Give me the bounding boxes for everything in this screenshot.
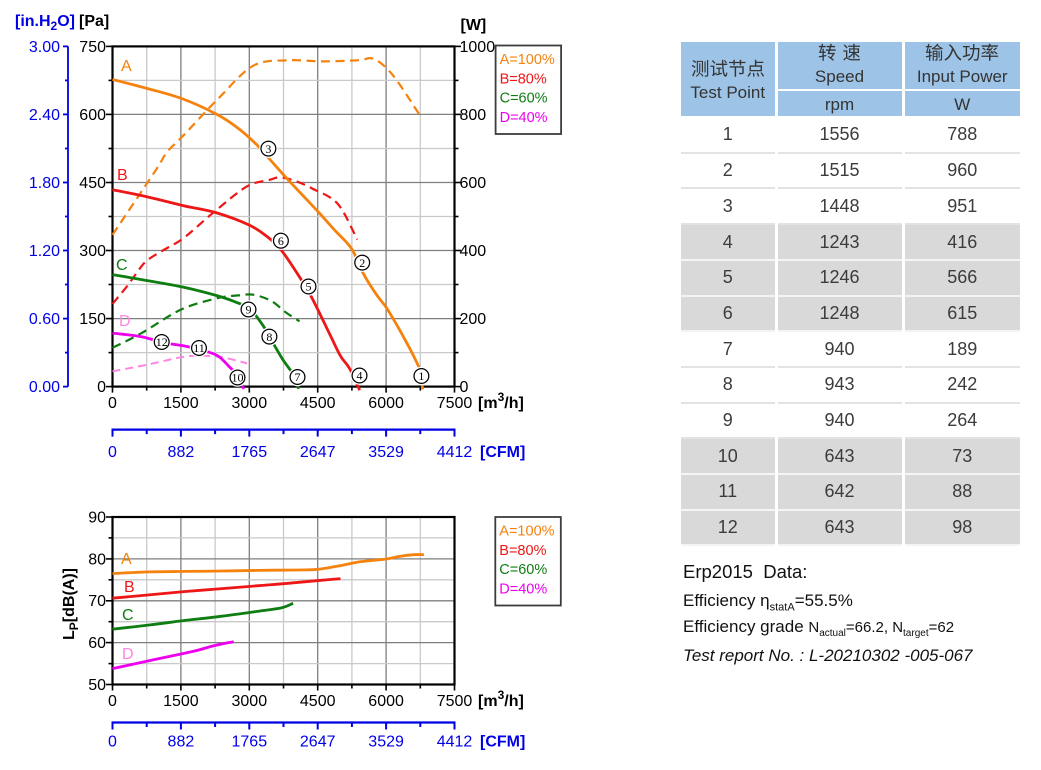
svg-text:D=40%: D=40% (500, 110, 548, 126)
svg-text:0: 0 (460, 379, 469, 396)
svg-text:A: A (121, 551, 132, 568)
svg-text:2647: 2647 (300, 444, 336, 461)
svg-text:200: 200 (460, 311, 487, 328)
svg-text:3.00: 3.00 (29, 39, 60, 56)
svg-text:1: 1 (418, 369, 424, 383)
svg-text:0: 0 (108, 693, 117, 710)
svg-text:3000: 3000 (232, 693, 268, 710)
svg-text:50: 50 (88, 677, 106, 694)
svg-text:C=60%: C=60% (499, 562, 547, 578)
svg-text:2.40: 2.40 (29, 107, 60, 124)
svg-text:600: 600 (460, 175, 487, 192)
svg-text:80: 80 (88, 551, 106, 568)
svg-text:[Pa]: [Pa] (79, 13, 109, 30)
svg-text:0.00: 0.00 (29, 379, 60, 396)
svg-text:D=40%: D=40% (499, 581, 547, 597)
svg-text:600: 600 (79, 107, 106, 124)
svg-text:B=80%: B=80% (499, 543, 546, 559)
svg-text:10: 10 (232, 371, 244, 385)
svg-text:6: 6 (278, 234, 284, 248)
svg-text:2: 2 (359, 256, 365, 270)
svg-text:[CFM]: [CFM] (480, 444, 525, 461)
svg-text:C=60%: C=60% (500, 91, 548, 107)
svg-text:LP[dB(A)]: LP[dB(A)] (61, 568, 81, 640)
svg-text:[m3/h]: [m3/h] (478, 688, 524, 710)
svg-text:3000: 3000 (232, 395, 268, 412)
svg-text:1765: 1765 (232, 734, 268, 751)
svg-text:11: 11 (193, 341, 205, 355)
svg-text:4: 4 (357, 369, 363, 383)
svg-text:A=100%: A=100% (500, 52, 555, 68)
svg-text:7: 7 (295, 370, 301, 384)
svg-text:90: 90 (88, 510, 106, 527)
svg-text:400: 400 (460, 243, 487, 260)
svg-text:D: D (122, 646, 134, 663)
svg-text:A=100%: A=100% (499, 524, 554, 540)
svg-text:9: 9 (246, 303, 252, 317)
svg-text:[m3/h]: [m3/h] (478, 390, 524, 412)
svg-text:0: 0 (108, 734, 117, 751)
svg-text:[CFM]: [CFM] (480, 734, 525, 751)
svg-text:B: B (124, 579, 135, 596)
svg-text:1000: 1000 (460, 39, 496, 56)
svg-text:1765: 1765 (232, 444, 268, 461)
svg-text:7500: 7500 (437, 395, 473, 412)
svg-text:60: 60 (88, 635, 106, 652)
svg-text:C: C (122, 607, 134, 624)
svg-text:0: 0 (108, 444, 117, 461)
svg-text:7500: 7500 (437, 693, 473, 710)
svg-text:0: 0 (97, 379, 106, 396)
svg-text:150: 150 (79, 311, 106, 328)
svg-text:750: 750 (79, 39, 106, 56)
svg-text:6000: 6000 (368, 693, 404, 710)
svg-text:8: 8 (266, 330, 272, 344)
svg-text:[in.H2O]: [in.H2O] (15, 13, 75, 33)
svg-text:300: 300 (79, 243, 106, 260)
svg-text:0.60: 0.60 (29, 311, 60, 328)
svg-text:4412: 4412 (437, 734, 473, 751)
svg-text:1.80: 1.80 (29, 175, 60, 192)
svg-text:C: C (116, 257, 128, 274)
svg-text:3: 3 (265, 142, 271, 156)
svg-text:1500: 1500 (163, 395, 199, 412)
svg-text:B: B (117, 167, 128, 184)
svg-text:D: D (119, 313, 131, 330)
svg-text:1.20: 1.20 (29, 243, 60, 260)
svg-text:882: 882 (168, 734, 195, 751)
svg-text:5: 5 (306, 280, 312, 294)
svg-text:0: 0 (108, 395, 117, 412)
svg-text:A: A (121, 58, 132, 75)
svg-text:450: 450 (79, 175, 106, 192)
svg-text:4500: 4500 (300, 395, 336, 412)
svg-text:800: 800 (460, 107, 487, 124)
svg-text:4412: 4412 (437, 444, 473, 461)
svg-text:12: 12 (156, 335, 168, 349)
svg-text:70: 70 (88, 593, 106, 610)
svg-text:B=80%: B=80% (500, 71, 547, 87)
svg-text:1500: 1500 (163, 693, 199, 710)
svg-text:3529: 3529 (368, 734, 404, 751)
svg-text:3529: 3529 (368, 444, 404, 461)
svg-text:6000: 6000 (368, 395, 404, 412)
svg-text:2647: 2647 (300, 734, 336, 751)
svg-text:[W]: [W] (461, 17, 487, 34)
svg-text:882: 882 (168, 444, 195, 461)
svg-text:4500: 4500 (300, 693, 336, 710)
